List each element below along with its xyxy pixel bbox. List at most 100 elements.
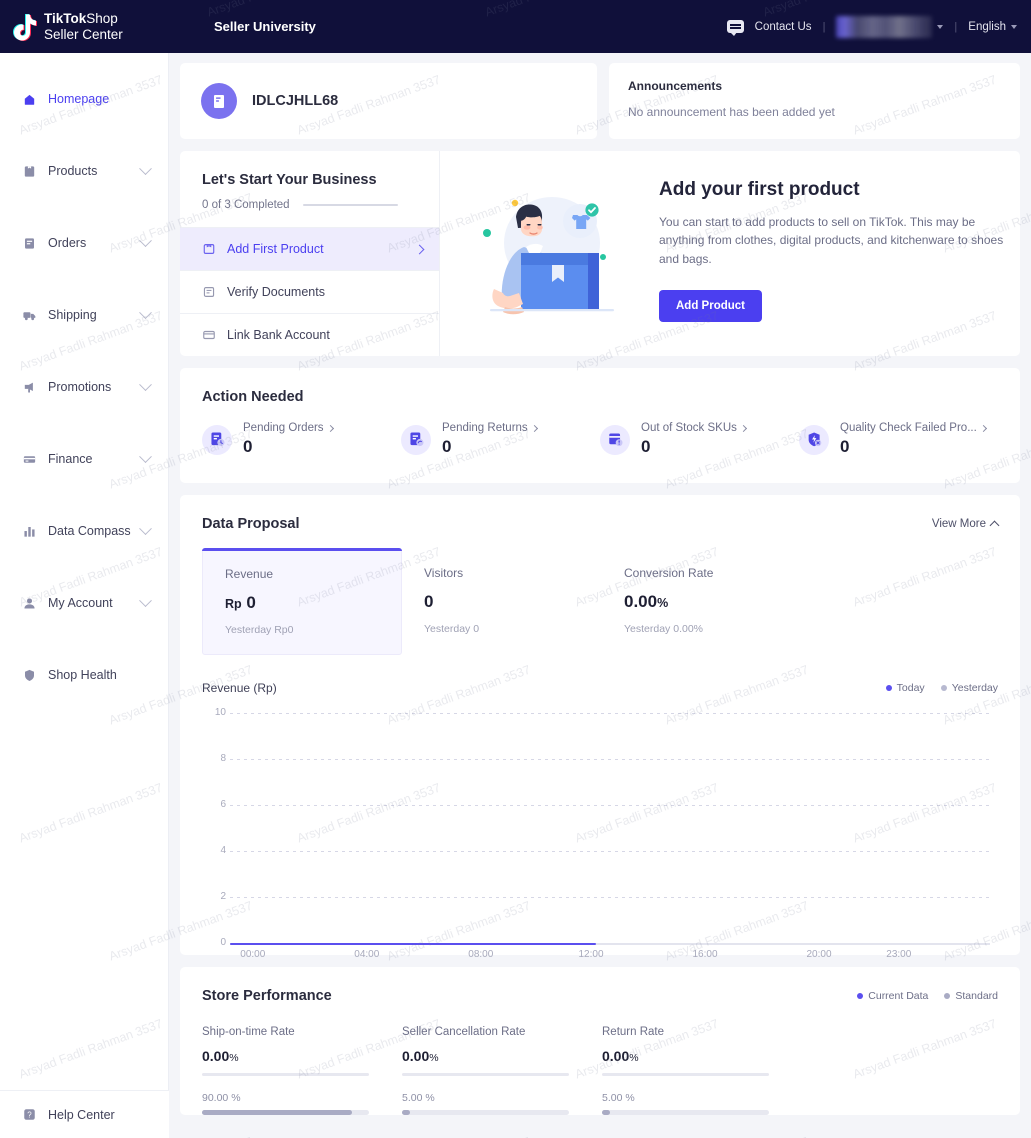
onboarding-step-verify-documents[interactable]: Verify Documents <box>180 270 439 313</box>
action-tile-pending-orders[interactable]: Pending Orders 0 <box>202 422 401 457</box>
nav-gap <box>0 189 168 225</box>
action-needed-section: Action Needed Pending Orders 0 <box>180 368 1020 483</box>
nav-gap <box>0 117 168 153</box>
sidebar-item-label: Finance <box>48 452 93 466</box>
perf-standard-track <box>202 1110 369 1115</box>
pending-returns-icon <box>401 424 431 455</box>
x-tick-label: 20:00 <box>806 949 832 960</box>
chart-gridline-4: 4 <box>220 845 990 856</box>
store-icon <box>201 83 237 119</box>
chevron-down-icon <box>139 377 152 391</box>
metric-tab-conversion-rate[interactable]: Conversion Rate 0.00% Yesterday 0.00% <box>602 548 802 655</box>
sidebar-item-finance[interactable]: Finance <box>0 441 168 477</box>
metric-unit: % <box>657 596 669 610</box>
sidebar-item-data-compass[interactable]: Data Compass <box>0 513 168 549</box>
main-content: IDLCJHLL68 Announcements No announcement… <box>169 53 1031 1138</box>
legend-dot <box>857 993 864 999</box>
sidebar-item-label: Shipping <box>48 308 97 322</box>
y-tick-label: 4 <box>220 845 226 856</box>
action-tile-out-of-stock-skus[interactable]: Out of Stock SKUs 0 <box>600 422 799 457</box>
onboarding-progress: 0 of 3 Completed <box>202 199 439 211</box>
onboarding-step-add-first-product[interactable]: Add First Product <box>180 227 439 270</box>
data-proposal-header: Data Proposal View More <box>180 495 1020 532</box>
perf-standard-label: 90.00 % <box>202 1092 241 1104</box>
x-tick-label: 08:00 <box>468 949 494 960</box>
chart-plot-area: 10 8 6 4 2 <box>202 707 998 960</box>
language-selector[interactable]: English <box>968 21 1017 33</box>
chevron-right-icon <box>414 244 425 254</box>
sidebar-item-label: Homepage <box>48 92 110 106</box>
perf-value: 0.00% <box>602 1048 802 1064</box>
gridline <box>230 897 990 898</box>
chart-gridline-6: 6 <box>220 799 990 810</box>
sidebar-item-products[interactable]: Products <box>0 153 168 189</box>
metric-value: Rp 0 <box>225 593 401 613</box>
perf-standard-fill <box>402 1110 411 1115</box>
perf-standard-track <box>402 1110 569 1115</box>
x-tick-label: 04:00 <box>354 949 380 960</box>
action-tile-label-row: Out of Stock SKUs <box>641 422 747 434</box>
action-tile-label: Quality Check Failed Pro... <box>840 422 977 434</box>
onboarding-step-label: Add First Product <box>227 242 324 256</box>
sidebar-item-shipping[interactable]: Shipping <box>0 297 168 333</box>
sidebar-item-orders[interactable]: Orders <box>0 225 168 261</box>
sidebar-item-label: Promotions <box>48 380 112 394</box>
perf-label: Seller Cancellation Rate <box>402 1026 526 1038</box>
pending-orders-icon <box>202 424 232 455</box>
chevron-down-icon <box>1011 24 1017 29</box>
gridline <box>230 759 990 760</box>
legend-dot <box>944 993 951 999</box>
perf-standard-label: 5.00 % <box>602 1092 635 1104</box>
metric-amount: 0.00 <box>624 592 658 611</box>
data-proposal-section: Data Proposal View More Revenue Rp 0 Yes… <box>180 495 1020 960</box>
contact-us-link[interactable]: Contact Us <box>754 20 812 33</box>
perf-return-rate: Return Rate 0.00% 5.00 % <box>602 1026 802 1115</box>
seller-university-link[interactable]: Seller University <box>214 19 316 34</box>
action-tile-pending-returns[interactable]: Pending Returns 0 <box>401 422 600 457</box>
perf-amount: 0.00 <box>402 1048 430 1064</box>
chevron-right-icon <box>326 424 334 432</box>
action-tile-value: 0 <box>641 437 651 456</box>
legend-item-standard[interactable]: Standard <box>944 990 998 1002</box>
metric-tab-visitors[interactable]: Visitors 0 Yesterday 0 <box>402 548 602 655</box>
announcements-card: Announcements No announcement has been a… <box>609 63 1020 139</box>
chevron-down-icon <box>937 24 944 29</box>
sidebar-item-label: Shop Health <box>48 668 117 682</box>
promo-text-block: Add your first product You can start to … <box>659 179 1007 329</box>
brand-tiktok-label: TikTok <box>44 11 87 27</box>
sidebar-item-shop-health[interactable]: Shop Health <box>0 657 168 693</box>
action-tile-label: Pending Orders <box>243 422 324 434</box>
onboarding-panel: Let's Start Your Business 0 of 3 Complet… <box>180 151 440 356</box>
chevron-down-icon <box>139 305 152 319</box>
onboarding-step-link-bank-account[interactable]: Link Bank Account <box>180 313 439 356</box>
bank-card-icon <box>202 328 216 342</box>
legend-item-yesterday[interactable]: Yesterday <box>940 682 998 694</box>
metric-sub: Yesterday 0.00% <box>624 623 704 635</box>
account-menu[interactable] <box>836 15 944 38</box>
action-tile-quality-check-failed[interactable]: Quality Check Failed Pro... 0 <box>799 422 998 457</box>
chevron-right-icon <box>979 424 987 432</box>
sidebar-item-label: Products <box>48 164 98 178</box>
sidebar-item-promotions[interactable]: Promotions <box>0 369 168 405</box>
perf-standard-track <box>602 1110 769 1115</box>
chevron-up-icon <box>989 520 1000 530</box>
help-center-link[interactable]: ? Help Center <box>0 1090 169 1138</box>
legend-dot <box>885 685 892 691</box>
view-more-button[interactable]: View More <box>931 518 1000 530</box>
legend-item-current-data[interactable]: Current Data <box>857 990 928 1002</box>
message-icon[interactable] <box>726 20 744 36</box>
add-product-button[interactable]: Add Product <box>659 290 762 323</box>
chevron-down-icon <box>139 593 152 607</box>
language-label: English <box>968 20 1006 33</box>
sidebar-item-my-account[interactable]: My Account <box>0 585 168 621</box>
brand-logo[interactable]: TikTokShop Seller Center <box>12 11 190 42</box>
sidebar-item-homepage[interactable]: Homepage <box>0 81 168 117</box>
view-more-label: View More <box>931 518 986 530</box>
y-tick-label: 8 <box>220 753 226 764</box>
store-performance-section: Store Performance Current Data Standard … <box>180 967 1020 1115</box>
legend-item-today[interactable]: Today <box>885 682 925 694</box>
chevron-down-icon <box>139 161 152 175</box>
nav-gap <box>0 477 168 513</box>
action-tile-label-row: Pending Returns <box>442 422 538 434</box>
metric-tab-revenue[interactable]: Revenue Rp 0 Yesterday Rp0 <box>202 548 402 655</box>
